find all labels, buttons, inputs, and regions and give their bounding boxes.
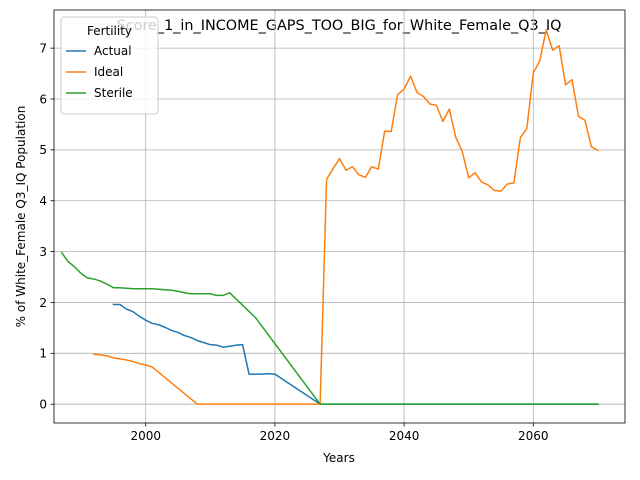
y-tick-label: 0 — [39, 397, 47, 411]
y-tick-label: 6 — [39, 92, 47, 106]
series-line-actual — [112, 303, 599, 405]
x-tick-label: 2040 — [389, 429, 420, 443]
legend-box — [60, 16, 159, 115]
series-layer — [60, 29, 599, 405]
legend-title: Fertility — [87, 24, 132, 38]
series-line-sterile — [60, 251, 599, 405]
x-axis-ticks: 2000 2020 2040 2060 — [130, 423, 549, 443]
y-tick-label: 1 — [39, 347, 47, 361]
x-axis-label: Years — [322, 451, 355, 465]
y-tick-label: 4 — [39, 194, 47, 208]
y-tick-label: 7 — [39, 41, 47, 55]
legend: Fertility Actual Ideal Sterile — [60, 16, 159, 115]
legend-label-actual: Actual — [94, 44, 132, 58]
y-tick-label: 2 — [39, 296, 47, 310]
x-tick-label: 2060 — [518, 429, 549, 443]
chart-title: Score_1_in_INCOME_GAPS_TOO_BIG_for_White… — [117, 18, 562, 34]
y-axis-label: % of White_Female Q3_IQ Population — [14, 106, 28, 328]
y-axis-ticks: 0 1 2 3 4 5 6 7 — [39, 41, 54, 411]
plot-frame — [53, 9, 626, 424]
x-tick-label: 2020 — [260, 429, 291, 443]
legend-label-sterile: Sterile — [94, 86, 133, 100]
x-tick-label: 2000 — [130, 429, 161, 443]
y-tick-label: 5 — [39, 143, 47, 157]
y-tick-label: 3 — [39, 245, 47, 259]
legend-label-ideal: Ideal — [94, 65, 123, 79]
series-line-ideal — [93, 29, 599, 405]
